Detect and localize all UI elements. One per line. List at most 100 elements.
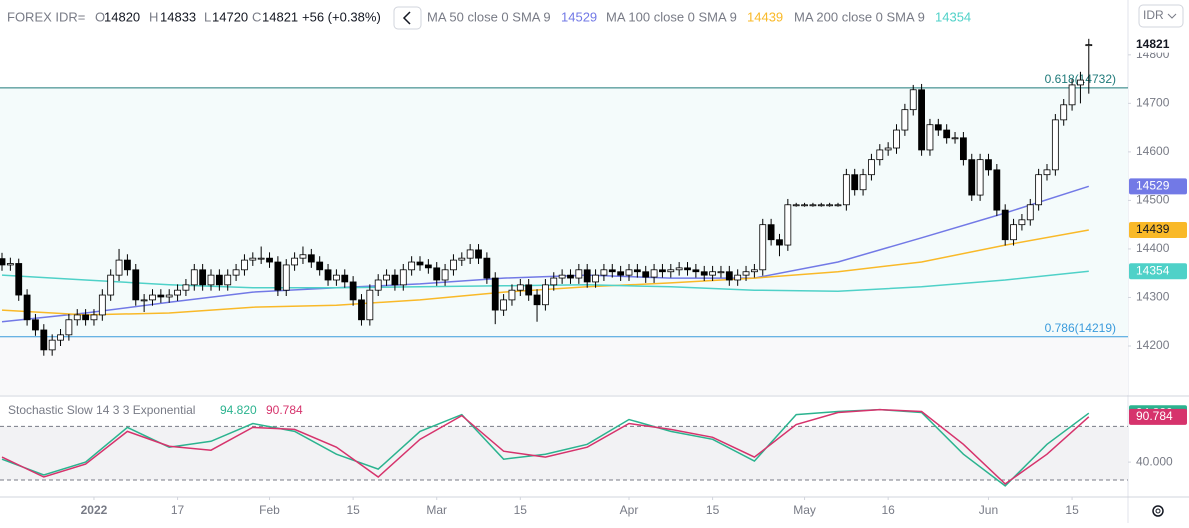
x-tick-label: Apr: [620, 503, 639, 517]
candle-body: [374, 279, 382, 291]
indicator-title: Stochastic Slow 14 3 3 Exponential: [8, 403, 195, 417]
candle-body: [349, 281, 357, 301]
x-tick-label: 17: [171, 503, 185, 517]
legend-name: MA 200 close 0 SMA 9: [794, 9, 925, 24]
lower-zone: [0, 336, 1128, 395]
y-tick-label: 14700: [1136, 96, 1170, 110]
candle-body: [32, 319, 39, 331]
ohlc-value: 14820: [104, 9, 140, 24]
x-tick-label: Mar: [426, 503, 447, 517]
ohlc-label: O: [95, 9, 105, 24]
x-tick-label: 15: [514, 503, 528, 517]
y-tick-label: 40.000: [1136, 454, 1173, 468]
candle-body: [859, 174, 867, 191]
y-tick-label: 14200: [1136, 338, 1170, 352]
candle-body: [650, 269, 658, 278]
candle-body: [1035, 174, 1043, 206]
candle-body: [1060, 104, 1068, 121]
candle-body: [600, 269, 608, 276]
candle-body: [333, 274, 340, 281]
candle-body: [408, 261, 416, 271]
candle-body: [1043, 169, 1051, 176]
candle-body: [124, 259, 131, 271]
change: +56 (+0.38%): [302, 9, 381, 24]
candle-body: [817, 204, 825, 207]
candle-body: [851, 174, 859, 191]
candle-body: [1026, 204, 1034, 221]
price-tag-label: 14439: [1136, 222, 1170, 236]
price-tag: [1129, 178, 1187, 195]
candle-body: [826, 204, 834, 207]
candle-body: [617, 271, 625, 276]
candle-body: [934, 124, 942, 131]
candle-body: [65, 319, 73, 336]
ohlc-label: C: [252, 9, 261, 24]
y-tick-label: 14500: [1136, 193, 1170, 207]
candle-body: [675, 267, 683, 271]
candle-body: [232, 269, 240, 276]
candle-body: [190, 269, 198, 286]
candle-body: [307, 254, 315, 263]
candle-body: [500, 299, 507, 311]
candle-body: [466, 249, 474, 259]
candle-body: [1068, 84, 1076, 106]
candle-body: [215, 274, 223, 286]
candle-body: [893, 129, 900, 149]
candle-body: [115, 259, 123, 276]
candle-body: [951, 137, 959, 140]
candle-body: [734, 274, 742, 281]
legend-name: MA 50 close 0 SMA 9: [427, 9, 551, 24]
collapse-icon: [402, 11, 411, 25]
dropdown-icon: [1167, 13, 1177, 19]
candle-body: [725, 271, 733, 281]
legend-value: 14354: [935, 9, 971, 24]
candle-body: [642, 271, 650, 278]
ohlc-value: 14821: [262, 9, 298, 24]
y-tick-label: 14300: [1136, 290, 1170, 304]
candle-body: [98, 294, 106, 316]
candle-body: [165, 294, 173, 298]
candle-body: [458, 257, 466, 261]
candle-body: [0, 258, 6, 266]
candle-body: [266, 257, 273, 263]
candle-body: [149, 294, 156, 301]
candle-body: [424, 264, 432, 269]
candle-body: [842, 174, 850, 206]
stochastic-line: [1, 408, 1090, 485]
candle-body: [199, 269, 207, 286]
settings-icon[interactable]: [1152, 505, 1164, 517]
candle-body: [876, 149, 884, 161]
candle-body: [174, 289, 181, 296]
symbol-title: FOREX IDR=: [7, 9, 85, 24]
currency-badge[interactable]: [1138, 4, 1184, 28]
x-tick-label: Feb: [259, 503, 280, 517]
candle-body: [784, 204, 792, 246]
candle-body: [249, 257, 257, 261]
candle-body: [299, 254, 307, 259]
candle-body: [1085, 44, 1093, 47]
last-price-tag: [1129, 36, 1187, 53]
candle-body: [792, 204, 800, 207]
candle-body: [1010, 224, 1017, 241]
candle-body: [40, 329, 48, 351]
candle-body: [483, 257, 491, 279]
candle-body: [257, 257, 265, 260]
candle-body: [959, 137, 967, 161]
candle-body: [684, 267, 691, 271]
y-tick-label: 14600: [1136, 144, 1170, 158]
candle-body: [274, 261, 282, 291]
candle-body: [976, 159, 984, 196]
candle-body: [985, 159, 992, 171]
legend-value: 14529: [561, 9, 597, 24]
x-tick-label: May: [793, 503, 816, 517]
candle-body: [583, 269, 591, 283]
candle-body: [525, 284, 533, 296]
x-tick-label: 15: [1065, 503, 1079, 517]
collapse-button[interactable]: [393, 6, 422, 30]
ohlc-label: H: [149, 9, 158, 24]
x-tick-label: 2022: [81, 503, 108, 517]
candle-body: [324, 269, 332, 281]
candle-body: [909, 89, 917, 111]
y-tick-label: 14400: [1136, 241, 1170, 255]
